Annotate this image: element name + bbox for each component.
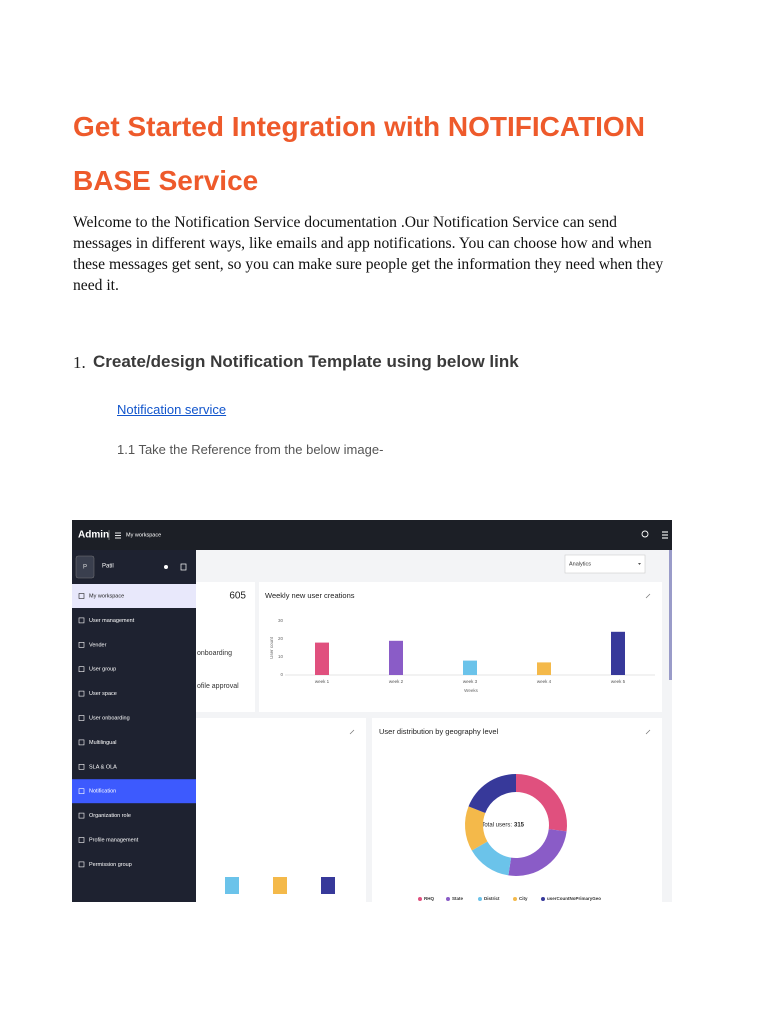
y-tick-label: 30 — [278, 618, 284, 623]
menu-icon — [78, 617, 85, 624]
x-axis-label: Weeks — [464, 688, 478, 693]
title: Get Started Integration with NOTIFICATIO… — [73, 111, 645, 196]
center-total: 315 — [514, 823, 525, 829]
bar — [537, 662, 551, 675]
x-tick-label: week 1 — [315, 679, 330, 684]
menu-item[interactable]: Profile management — [89, 837, 139, 843]
menu-item[interactable]: Organization role — [89, 813, 131, 819]
scrollbar — [669, 550, 672, 680]
bar — [463, 660, 477, 675]
chart-title: User distribution by geography level — [379, 727, 499, 736]
legend-label: City — [519, 896, 528, 901]
logout-icon[interactable] — [180, 563, 187, 571]
menu-highlight — [72, 779, 196, 804]
menu-icon — [78, 861, 85, 868]
avatar-initial: P — [83, 565, 87, 571]
x-tick-label: week 5 — [611, 679, 626, 684]
breadcrumb: My workspace — [126, 532, 161, 538]
bar — [389, 640, 403, 675]
avatar — [75, 555, 95, 579]
menu-item[interactable]: User management — [89, 618, 135, 624]
card — [196, 582, 255, 712]
bar — [611, 631, 625, 675]
menu-item[interactable]: Notification — [89, 789, 116, 795]
reference-text: 1.1 Take the Reference from the below im… — [117, 442, 384, 457]
center-label: Total users: — [481, 823, 512, 829]
legend-marker — [446, 897, 450, 901]
menu-item[interactable]: Vender — [89, 642, 107, 648]
more-icon[interactable] — [662, 531, 668, 539]
app-name: Admin — [78, 530, 109, 541]
user-name: Patil — [102, 564, 114, 570]
menu-icon — [78, 788, 85, 795]
menu-icon — [78, 690, 85, 697]
legend-marker — [541, 897, 545, 901]
partial-bars — [225, 877, 335, 894]
expand-icon — [349, 729, 355, 735]
card-total: 605 — [229, 591, 246, 602]
donut-segment — [465, 806, 488, 851]
menu-icon — [78, 764, 85, 770]
link[interactable]: Notification service — [117, 402, 227, 417]
expand-icon — [645, 593, 651, 599]
dropdown-label: Analytics — [569, 561, 591, 567]
search-icon[interactable] — [641, 530, 649, 538]
donut-segment — [471, 841, 512, 876]
legend-label: RHQ — [424, 896, 434, 901]
step-heading: Create/design Notification Template usin… — [93, 352, 519, 371]
menu-icon — [78, 642, 85, 648]
top-bar — [72, 520, 672, 550]
menu-icon — [78, 812, 85, 819]
menu-item[interactable]: My workspace — [89, 593, 124, 599]
x-tick-label: week 2 — [389, 679, 404, 684]
menu-item[interactable]: Multilingual — [89, 740, 117, 746]
menu-item[interactable]: SLA & OLA — [89, 764, 117, 770]
donut-segment — [468, 774, 516, 813]
chart-title: Weekly new user creations — [265, 591, 355, 600]
legend-marker — [418, 897, 422, 901]
menu-icon — [78, 666, 85, 672]
y-tick-label: 0 — [280, 672, 283, 677]
donut-segment — [516, 774, 567, 832]
menu-item[interactable]: User onboarding — [89, 715, 130, 721]
card-line: onboarding — [197, 650, 232, 657]
screenshot: Admin My workspace P Patil Analytics 605… — [72, 520, 672, 902]
menu-item[interactable]: Permission group — [89, 862, 132, 868]
menu-item[interactable]: User group — [89, 667, 116, 673]
card-line: ofile approval — [197, 683, 239, 690]
legend-marker — [478, 897, 482, 901]
step-number: 1. — [73, 353, 86, 372]
dropdown[interactable] — [564, 554, 646, 574]
menu-icon — [78, 739, 85, 746]
menu-icon — [78, 593, 85, 599]
settings-icon[interactable] — [164, 565, 168, 569]
menu-highlight — [72, 584, 196, 608]
sidebar — [72, 550, 196, 902]
menu-icon — [115, 532, 121, 539]
menu-item[interactable]: User space — [89, 691, 117, 697]
legend-label: userCountNoPrimaryGeo — [547, 896, 601, 901]
bar — [315, 642, 329, 675]
legend-label: State — [452, 896, 464, 901]
dropdown-arrow — [638, 563, 641, 565]
y-axis-label: User count — [269, 636, 274, 659]
y-tick-label: 10 — [278, 654, 284, 659]
card — [196, 718, 366, 902]
legend-label: District — [484, 896, 500, 901]
y-tick-label: 20 — [278, 636, 284, 641]
menu-icon — [78, 715, 85, 721]
menu-icon — [78, 837, 85, 843]
x-tick-label: week 3 — [463, 679, 478, 684]
donut-segment — [508, 829, 567, 876]
intro: Welcome to the Notification Service docu… — [73, 214, 664, 294]
x-tick-label: week 4 — [537, 679, 552, 684]
expand-icon — [645, 729, 651, 735]
legend-marker — [513, 897, 517, 901]
